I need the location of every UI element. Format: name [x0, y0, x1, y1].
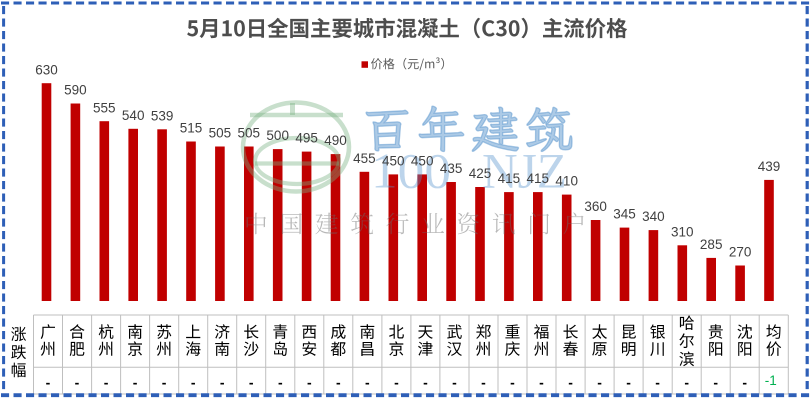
svg-text:-: - — [481, 375, 486, 391]
svg-text:450: 450 — [382, 154, 405, 169]
svg-text:-: - — [307, 375, 312, 391]
svg-text:-: - — [626, 375, 631, 391]
svg-text:410: 410 — [555, 174, 578, 189]
svg-text:-: - — [539, 375, 544, 391]
svg-text:310: 310 — [671, 224, 694, 239]
svg-text:NJZ: NJZ — [482, 143, 567, 199]
svg-text:435: 435 — [440, 161, 463, 176]
svg-text:-: - — [104, 375, 109, 391]
svg-text:515: 515 — [180, 121, 203, 136]
svg-text:630: 630 — [35, 62, 58, 77]
svg-text:425: 425 — [469, 166, 492, 181]
svg-text:500: 500 — [266, 128, 289, 143]
svg-text:-: - — [133, 375, 138, 391]
svg-text:490: 490 — [324, 133, 347, 148]
svg-text:-: - — [568, 375, 573, 391]
svg-text:-: - — [336, 375, 341, 391]
svg-text:415: 415 — [527, 171, 550, 186]
svg-text:-: - — [249, 375, 254, 391]
svg-text:100: 100 — [371, 143, 451, 199]
svg-text:-: - — [597, 375, 602, 391]
svg-text:-: - — [742, 375, 747, 391]
svg-text:270: 270 — [729, 245, 752, 260]
svg-text:340: 340 — [642, 209, 665, 224]
svg-text:450: 450 — [411, 154, 434, 169]
svg-text:-: - — [365, 375, 370, 391]
svg-text:-: - — [655, 375, 660, 391]
svg-text:-: - — [423, 375, 428, 391]
svg-text:540: 540 — [122, 108, 145, 123]
svg-text:-: - — [75, 375, 80, 391]
svg-text:-: - — [713, 375, 718, 391]
svg-text:505: 505 — [238, 126, 261, 141]
svg-text:-: - — [46, 375, 51, 391]
svg-text:-: - — [278, 375, 283, 391]
svg-text:345: 345 — [613, 207, 636, 222]
svg-text:-: - — [684, 375, 689, 391]
svg-text:285: 285 — [700, 237, 723, 252]
svg-text:555: 555 — [93, 100, 116, 115]
svg-text:439: 439 — [758, 159, 781, 174]
svg-text:539: 539 — [151, 108, 174, 123]
svg-text:-: - — [191, 375, 196, 391]
svg-text:360: 360 — [584, 199, 607, 214]
svg-text:415: 415 — [498, 171, 521, 186]
svg-text:-: - — [510, 375, 515, 391]
svg-text:-: - — [394, 375, 399, 391]
svg-text:-1: -1 — [765, 373, 777, 388]
svg-text:495: 495 — [295, 131, 318, 146]
svg-text:505: 505 — [209, 126, 232, 141]
svg-text:590: 590 — [64, 83, 87, 98]
svg-text:-: - — [452, 375, 457, 391]
svg-text:-: - — [220, 375, 225, 391]
svg-text:-: - — [162, 375, 167, 391]
svg-text:455: 455 — [353, 151, 376, 166]
